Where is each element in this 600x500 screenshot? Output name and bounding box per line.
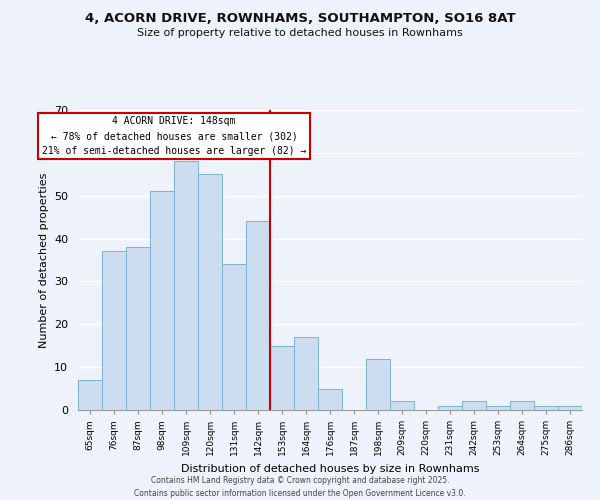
Text: 4, ACORN DRIVE, ROWNHAMS, SOUTHAMPTON, SO16 8AT: 4, ACORN DRIVE, ROWNHAMS, SOUTHAMPTON, S… bbox=[85, 12, 515, 26]
Bar bbox=[150, 192, 174, 410]
Bar bbox=[558, 406, 582, 410]
Text: Size of property relative to detached houses in Rownhams: Size of property relative to detached ho… bbox=[137, 28, 463, 38]
Text: 4 ACORN DRIVE: 148sqm
← 78% of detached houses are smaller (302)
21% of semi-det: 4 ACORN DRIVE: 148sqm ← 78% of detached … bbox=[42, 116, 306, 156]
Bar bbox=[102, 252, 126, 410]
Bar bbox=[270, 346, 294, 410]
Bar bbox=[78, 380, 102, 410]
Text: Contains HM Land Registry data © Crown copyright and database right 2025.
Contai: Contains HM Land Registry data © Crown c… bbox=[134, 476, 466, 498]
Bar bbox=[534, 406, 558, 410]
Bar bbox=[126, 247, 150, 410]
Bar bbox=[174, 162, 198, 410]
Bar bbox=[486, 406, 510, 410]
X-axis label: Distribution of detached houses by size in Rownhams: Distribution of detached houses by size … bbox=[181, 464, 479, 473]
Bar bbox=[198, 174, 222, 410]
Bar bbox=[462, 402, 486, 410]
Bar bbox=[366, 358, 390, 410]
Bar bbox=[318, 388, 342, 410]
Bar bbox=[294, 337, 318, 410]
Bar bbox=[390, 402, 414, 410]
Bar bbox=[438, 406, 462, 410]
Bar bbox=[510, 402, 534, 410]
Y-axis label: Number of detached properties: Number of detached properties bbox=[38, 172, 49, 348]
Bar bbox=[222, 264, 246, 410]
Bar bbox=[246, 222, 270, 410]
